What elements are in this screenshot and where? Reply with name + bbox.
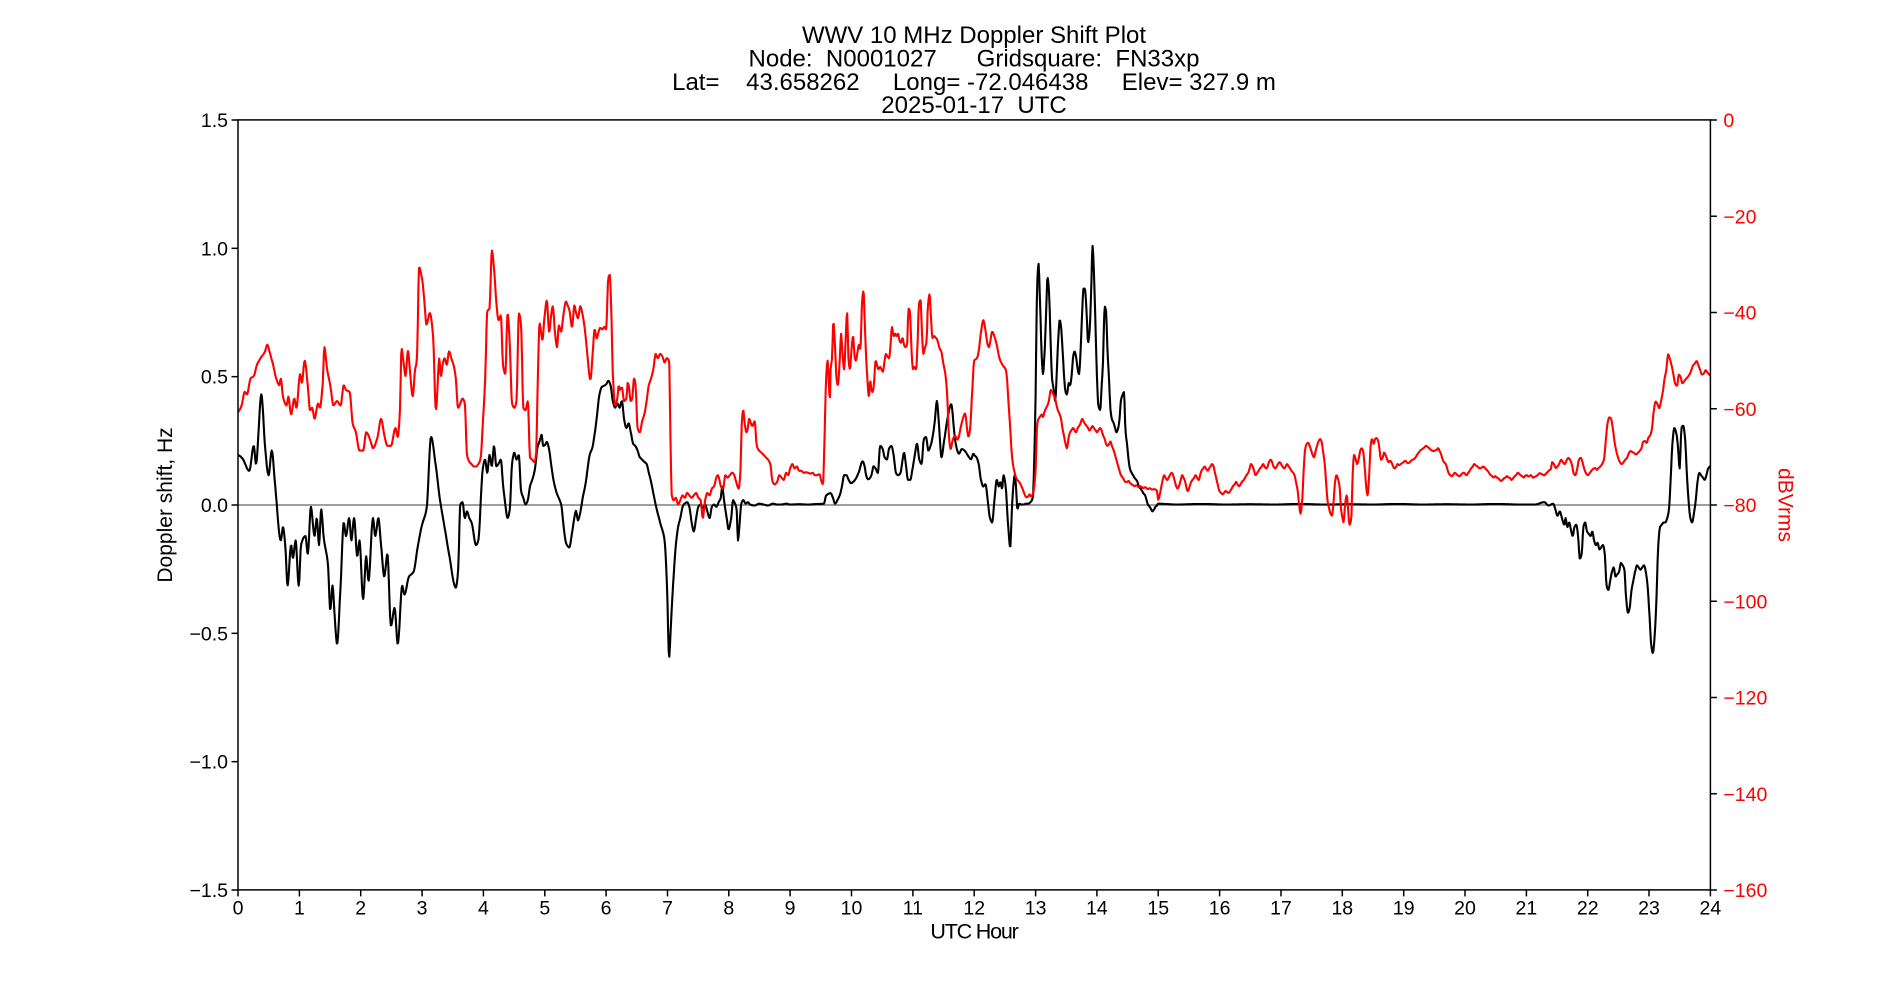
svg-text:−20: −20 [1723, 206, 1756, 228]
svg-text:11: 11 [903, 898, 923, 920]
svg-text:0: 0 [233, 898, 244, 920]
svg-text:6: 6 [601, 898, 612, 920]
svg-text:17: 17 [1270, 898, 1292, 920]
svg-text:24: 24 [1700, 898, 1722, 920]
svg-text:8: 8 [723, 898, 734, 920]
svg-text:0: 0 [1723, 110, 1734, 132]
svg-text:Doppler shift, Hz: Doppler shift, Hz [154, 427, 177, 582]
svg-text:7: 7 [662, 898, 673, 920]
svg-text:18: 18 [1331, 898, 1353, 920]
svg-text:1: 1 [294, 898, 305, 920]
svg-text:22: 22 [1577, 898, 1599, 920]
svg-text:1.0: 1.0 [201, 238, 228, 260]
svg-text:14: 14 [1086, 898, 1108, 920]
svg-text:0.0: 0.0 [201, 495, 228, 517]
svg-text:2: 2 [355, 898, 366, 920]
svg-text:−1.0: −1.0 [190, 752, 229, 774]
svg-text:Node: N0001027 Gridsquar: Node: N0001027 Gridsquare: FN33xp [749, 45, 1200, 72]
svg-text:3: 3 [417, 898, 428, 920]
svg-text:−40: −40 [1723, 303, 1756, 325]
svg-text:5: 5 [539, 898, 550, 920]
svg-text:Lat= 43.658262 Long= -7: Lat= 43.658262 Long= -72.046438 Elev= 32… [672, 69, 1276, 96]
svg-text:UTC Hour: UTC Hour [930, 919, 1018, 943]
svg-text:21: 21 [1516, 898, 1538, 920]
svg-text:19: 19 [1393, 898, 1415, 920]
svg-text:12: 12 [963, 898, 985, 920]
svg-text:−140: −140 [1723, 784, 1767, 806]
svg-text:−100: −100 [1723, 591, 1767, 613]
svg-text:−1.5: −1.5 [190, 880, 229, 902]
svg-text:4: 4 [478, 898, 489, 920]
svg-text:13: 13 [1025, 898, 1047, 920]
svg-text:−120: −120 [1723, 688, 1767, 710]
svg-text:−80: −80 [1723, 495, 1756, 517]
svg-text:9: 9 [785, 898, 796, 920]
svg-text:0.5: 0.5 [201, 367, 228, 389]
svg-text:10: 10 [841, 898, 863, 920]
svg-text:23: 23 [1638, 898, 1660, 920]
svg-text:2025-01-17 UTC: 2025-01-17 UTC [881, 92, 1066, 119]
svg-text:16: 16 [1209, 898, 1231, 920]
svg-text:−0.5: −0.5 [190, 623, 229, 645]
svg-text:15: 15 [1147, 898, 1169, 920]
svg-text:−160: −160 [1723, 880, 1767, 902]
svg-text:−60: −60 [1723, 399, 1756, 421]
svg-text:1.5: 1.5 [201, 110, 228, 132]
svg-text:dBVrms: dBVrms [1774, 468, 1797, 542]
svg-text:WWV 10 MHz Doppler Shift Plot: WWV 10 MHz Doppler Shift Plot [802, 22, 1146, 49]
svg-text:20: 20 [1454, 898, 1476, 920]
